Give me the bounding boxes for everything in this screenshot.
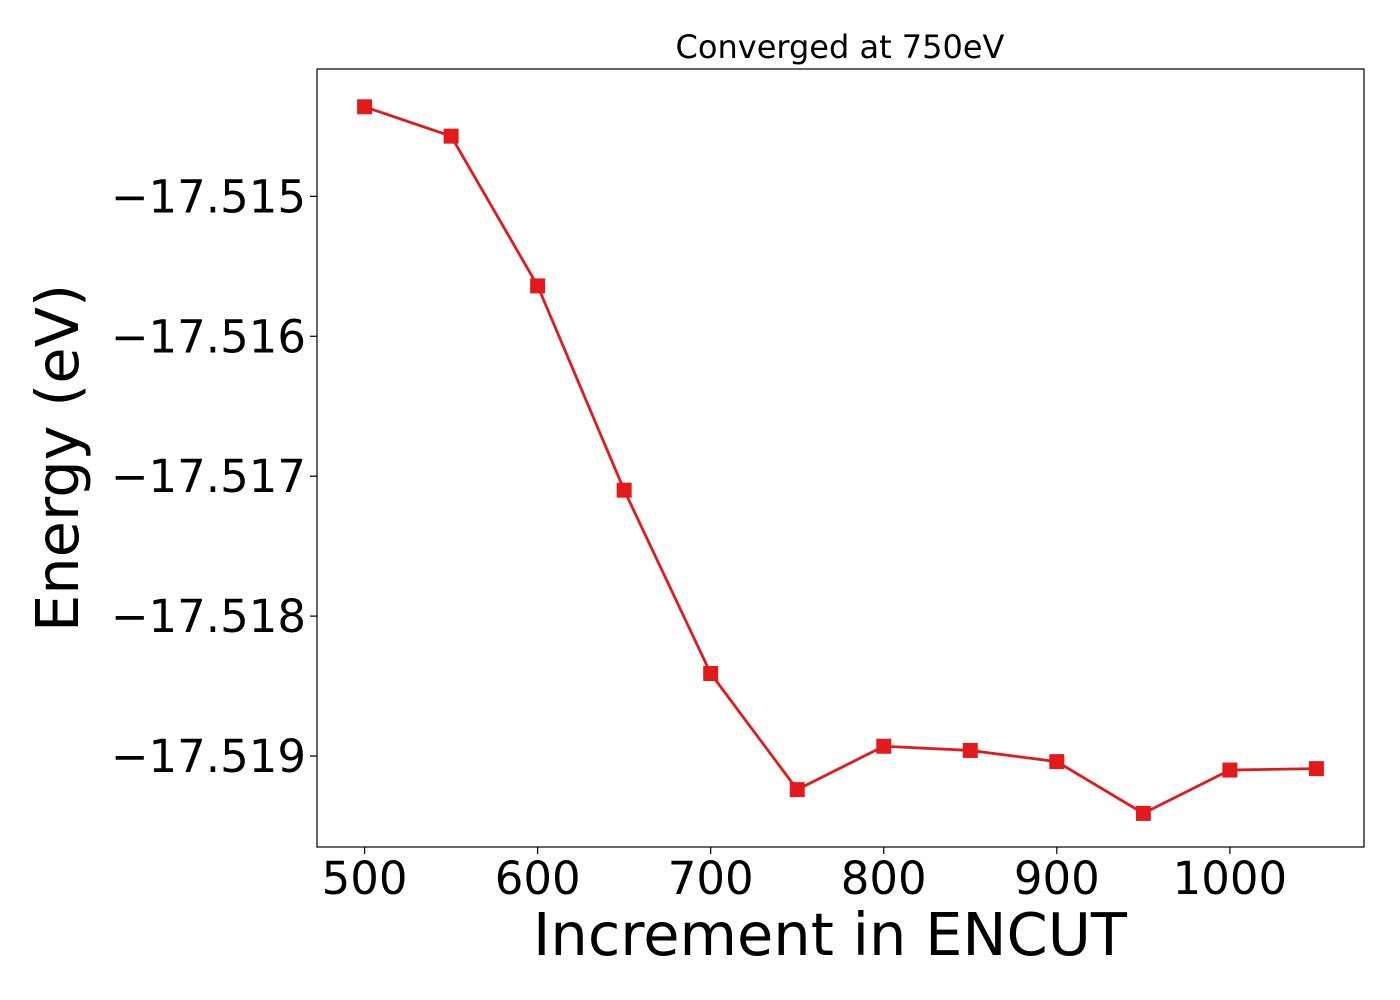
data-point-marker [530,278,546,294]
series-line [364,105,1317,815]
x-tick-label: 1000 [1173,852,1288,905]
y-tick-label: −17.518 [111,590,306,643]
x-axis-title: Increment in ENCUT [533,900,1128,969]
chart-title: Converged at 750eV [676,28,1005,66]
plot-area [316,68,1365,848]
series-layer [357,99,1324,821]
x-tick-label: 700 [668,852,754,905]
data-point-marker [616,482,632,498]
data-point-marker [789,782,805,798]
x-tick-label: 600 [495,852,581,905]
data-point-marker [1308,761,1324,777]
x-tick-label: 500 [322,852,408,905]
x-tick-label: 800 [841,852,927,905]
y-tick-label: −17.516 [111,310,306,363]
data-point-marker [1049,754,1065,770]
data-point-marker [357,99,373,115]
y-axis-ticks: −17.515 −17.516 −17.517 −17.518 −17.519 [111,170,317,783]
y-axis-title: Energy (eV) [23,284,92,632]
y-tick-label: −17.519 [111,730,306,783]
y-tick-label: −17.517 [111,450,306,503]
data-point-marker [1135,805,1151,821]
y-tick-label: −17.515 [111,170,306,223]
data-point-marker [443,128,459,144]
data-point-marker [876,738,892,754]
data-point-marker [703,665,719,681]
x-tick-label: 900 [1014,852,1100,905]
data-point-marker [962,742,978,758]
data-point-marker [1222,762,1238,778]
plot-frame [316,68,1365,848]
x-axis-ticks: 500 600 700 800 900 1000 [322,847,1288,905]
